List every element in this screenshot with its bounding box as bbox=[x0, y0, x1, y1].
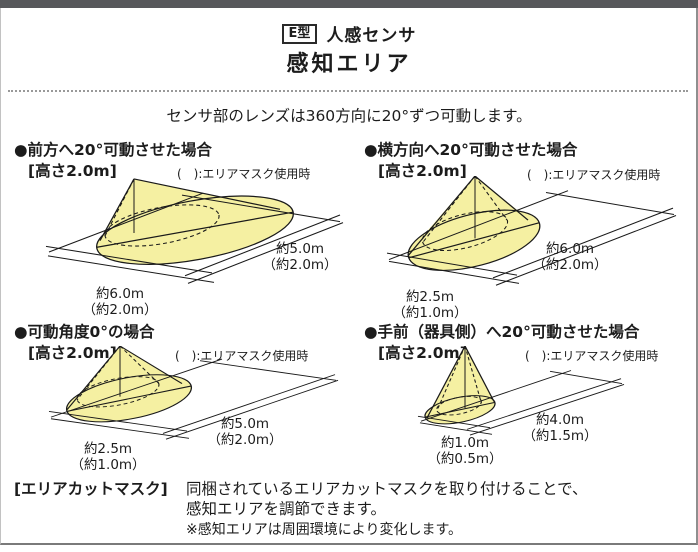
dimension-bottom: 約1.0m （約0.5m） bbox=[427, 435, 503, 467]
detection-area-diagram-sideways bbox=[386, 176, 677, 286]
panel-toward-fixture-20: ●手前（器具側）へ20°可動させた場合 [高さ2.0m] ( ):エリアマスク使… bbox=[362, 320, 696, 480]
detection-area-diagram-forward bbox=[45, 178, 344, 284]
detection-area-diagram-angle0 bbox=[48, 346, 339, 440]
footer-text-line2: 感知エリアを調節できます。 bbox=[186, 500, 386, 518]
panel-forward-20: ●前方へ20°可動させた場合 [高さ2.0m] ( ):エリアマスク使用時 bbox=[12, 138, 357, 324]
footer-text-line1: 同梱されているエリアカットマスクを取り付けることで、 bbox=[186, 480, 588, 498]
panel-sideways-20: ●横方向へ20°可動させた場合 [高さ2.0m] ( ):エリアマスク使用時 bbox=[362, 138, 696, 324]
dimension-side: 約5.0m （約2.0m） bbox=[207, 416, 283, 448]
top-bar bbox=[0, 0, 698, 8]
footer-note: ※感知エリアは周囲環境により変化します。 bbox=[186, 522, 463, 538]
height-label: [高さ2.0m] bbox=[28, 162, 117, 180]
mask-note: ( ):エリアマスク使用時 bbox=[177, 167, 311, 181]
dimension-side: 約5.0m （約2.0m） bbox=[262, 241, 338, 273]
panel-title: ●手前（器具側）へ20°可動させた場合 bbox=[364, 323, 640, 341]
dimension-side: 約6.0m （約2.0m） bbox=[532, 241, 608, 273]
panel-title: ●横方向へ20°可動させた場合 bbox=[364, 141, 578, 159]
area-cut-mask-label: [エリアカットマスク] bbox=[14, 480, 168, 498]
dimension-side: 約4.0m （約1.5m） bbox=[522, 412, 598, 444]
type-badge: E型 bbox=[281, 23, 318, 44]
height-label: [高さ2.0m] bbox=[378, 344, 467, 362]
mask-note: ( ):エリアマスク使用時 bbox=[525, 349, 659, 363]
mask-note: ( ):エリアマスク使用時 bbox=[527, 168, 661, 182]
panel-title: ●前方へ20°可動させた場合 bbox=[14, 141, 212, 159]
panel-title: ●可動角度0°の場合 bbox=[14, 323, 155, 341]
sensor-type-label: 人感センサ bbox=[326, 26, 417, 46]
dimension-bottom: 約2.5m （約1.0m） bbox=[70, 441, 146, 473]
subtitle: センサ部のレンズは360方向に20°ずつ可動します。 bbox=[166, 107, 532, 125]
page-title: 感知エリア bbox=[286, 52, 412, 77]
height-label: [高さ2.0m] bbox=[28, 344, 117, 362]
mask-note: ( ):エリアマスク使用時 bbox=[175, 349, 309, 363]
header: E型 人感センサ bbox=[0, 21, 698, 46]
dotted-divider bbox=[8, 90, 688, 92]
dimension-bottom: 約2.5m （約1.0m） bbox=[392, 289, 468, 321]
detection-area-diagram-toward-fixture bbox=[417, 346, 625, 436]
height-label: [高さ2.0m] bbox=[378, 162, 467, 180]
dimension-bottom: 約6.0m （約2.0m） bbox=[82, 286, 158, 318]
panel-angle-0: ●可動角度0°の場合 [高さ2.0m] ( ):エリアマスク使用時 bbox=[12, 320, 357, 480]
